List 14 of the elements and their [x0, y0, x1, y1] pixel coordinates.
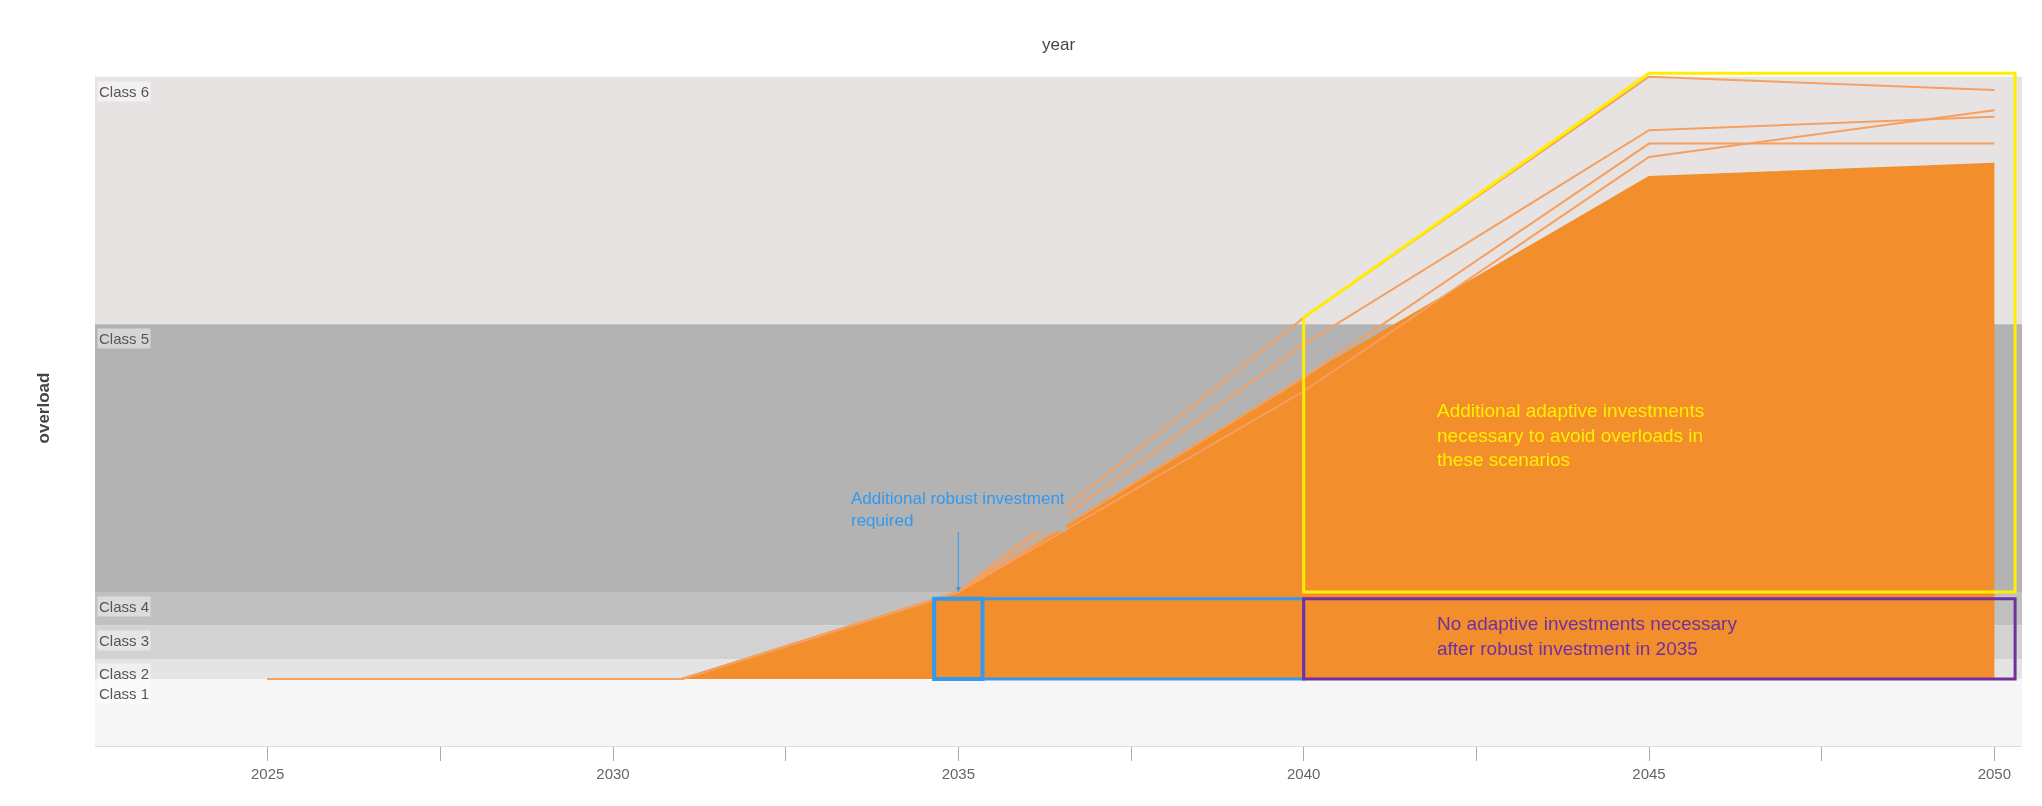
x-tick-label: 2040 [1287, 765, 1321, 782]
band-label: Class 6 [99, 83, 150, 100]
x-tick-label: 2035 [941, 765, 976, 782]
x-tick-label: 2045 [1632, 765, 1666, 782]
band-label: Class 2 [99, 665, 150, 682]
y-axis-title: overload [33, 372, 53, 444]
band-label: Class 3 [99, 632, 150, 649]
x-axis-title: year [1042, 35, 1076, 54]
x-tick-label: 2030 [596, 765, 630, 782]
band-label: Class 1 [99, 685, 150, 702]
x-tick-label: 2025 [250, 765, 285, 782]
x-tick-label: 2050 [1977, 765, 2012, 782]
band-label: Class 4 [99, 598, 150, 615]
band-label: Class 5 [99, 330, 150, 347]
